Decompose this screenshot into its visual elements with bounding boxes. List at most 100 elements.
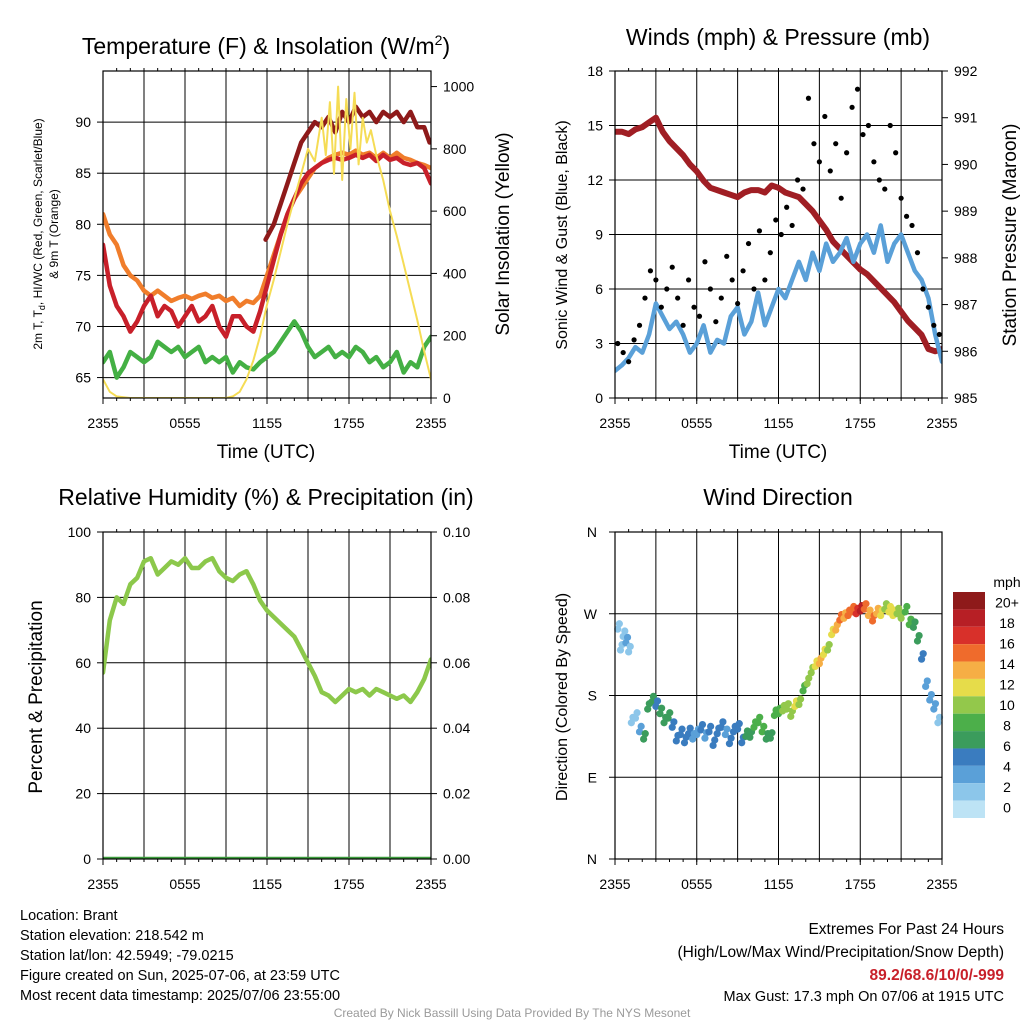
direction-point [825,641,833,649]
winds-scatter-point [822,113,828,120]
temperature-xtick-label: 2355 [415,415,446,431]
colorbar-title: mph [993,574,1020,590]
temperature-y2tick-label: 0 [443,390,451,406]
direction-point [727,734,735,742]
humidity-series-line-0 [103,555,431,705]
colorbar-swatch [953,731,985,749]
winds-xtick-label: 0555 [681,415,712,431]
colorbar-label: 0 [1003,800,1011,816]
humidity-ytick-label: 20 [75,786,91,802]
winds-y2tick-label: 991 [954,110,978,126]
direction-point [707,722,715,730]
winds-xtick-label: 1155 [763,415,793,431]
winds-y2tick-label: 987 [954,297,978,313]
direction-point [657,704,666,712]
winds-scatter-point [920,286,926,292]
direction-point [680,739,689,747]
colorbar-label: 8 [1003,718,1011,734]
direction-point [783,705,791,713]
direction-point [784,700,792,708]
direction-point [756,713,764,721]
direction-point [640,735,648,743]
direction-point [930,705,938,713]
winds-scatter-point [778,231,784,238]
colorbar-swatch [953,592,985,610]
direction-point [614,625,622,633]
winds-scatter-point [740,268,746,274]
winds-scatter-point [707,286,713,292]
winds-ytick-label: 15 [587,118,603,134]
station-location: Location: Brant [20,908,118,924]
direction-point [615,620,623,628]
direction-point [631,714,640,722]
station-elevation: Station elevation: 218.542 m [20,928,204,944]
direction-point [913,637,922,645]
winds-scatter-point [669,264,675,270]
extremes-legend: (High/Low/Max Wind/Precipitation/Snow De… [677,944,1005,961]
winds-panel: 2355 0555 1155 1755 2355 0 3 6 9 12 15 18 985 986 987 9… [587,63,977,431]
winds-scatter-point [805,95,812,101]
extremes-box: Extremes For Past 24 Hours (High/Low/Max… [678,918,1005,1007]
extremes-heading: Extremes For Past 24 Hours [808,921,1004,938]
winds-scatter-point [773,217,779,223]
direction-point [934,719,942,727]
direction-point [935,713,944,721]
direction-ytick-label: E [588,769,597,785]
humidity-panel: 2355 0555 1155 1755 2355 0 20 40 60 80 100 0.00 0.02… [68,524,471,892]
direction-ytick-label: W [584,606,598,622]
temperature-y2tick-label: 200 [443,328,467,344]
temperature-xtick-label: 1155 [252,415,282,431]
humidity-xtick-label: 1155 [252,876,282,892]
direction-point [926,696,934,704]
max-gust: Max Gust: 17.3 mph On 07/06 at 1915 UTC [723,989,1004,1005]
colorbar-swatch [953,626,985,645]
humidity-y2tick-label: 0.06 [443,655,470,671]
direction-point [616,646,625,654]
direction-point [866,606,874,614]
winds-scatter-point [833,141,839,147]
winds-scatter-point [631,337,637,343]
winds-scatter-point [827,168,833,174]
humidity-xtick-label: 0555 [169,876,200,892]
colorbar-label: 20+ [995,594,1019,610]
direction-point [713,730,721,738]
winds-scatter-point [876,177,882,183]
winds-ytick-label: 12 [587,172,603,188]
temperature-ytick-label: 70 [75,318,91,334]
direction-point [626,642,634,651]
winds-xlabel: Time (UTC) [729,442,828,463]
winds-ytick-label: 6 [595,281,603,297]
station-latlon: Station lat/lon: 42.5949; -79.0215 [20,948,234,964]
humidity-title: Relative Humidity (%) & Precipitation (i… [58,484,473,510]
winds-scatter-point [713,319,719,325]
winds-scatter-point [664,286,670,292]
direction-point [625,648,633,656]
direction-left-label: Direction (Colored By Speed) [554,593,571,801]
direction-point [635,728,644,736]
humidity-xtick-label: 1755 [333,876,364,892]
winds-xtick-label: 2355 [599,415,630,431]
winds-ytick-label: 18 [587,63,603,79]
winds-scatter-point [838,195,844,201]
winds-scatter-point [642,295,648,301]
direction-point [641,730,649,738]
winds-plot-border [614,70,943,399]
temperature-ytick-label: 80 [75,216,91,232]
colorbar-swatch [953,748,985,766]
direction-point [633,709,641,717]
direction-point [721,730,729,739]
direction-point [864,611,873,620]
direction-point [803,680,811,688]
temperature-y2tick-label: 600 [443,203,467,219]
direction-point [653,697,662,705]
direction-point [796,695,805,703]
direction-xtick-label: 1155 [763,876,793,892]
direction-point [668,723,676,731]
direction-point [923,677,931,685]
colorbar: 0 2 4 6 8 10 12 14 16 18 20+ [953,592,1019,818]
humidity-y2tick-label: 0.08 [443,589,470,605]
winds-scatter-point [794,177,801,183]
winds-series-line-1 [615,223,942,374]
winds-y2tick-label: 992 [954,63,978,79]
colorbar-swatch [953,800,985,818]
